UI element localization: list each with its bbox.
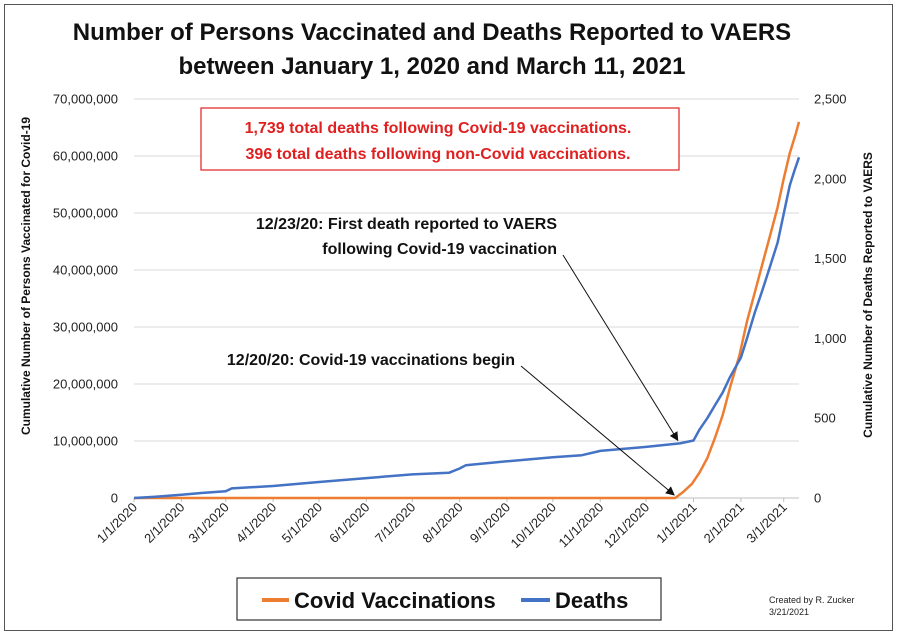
chart-frame: [4, 4, 893, 631]
totals-note-line2: 396 total deaths following non-Covid vac…: [246, 146, 631, 163]
x-tick-label: 2/1/2021: [701, 500, 747, 546]
right-tick-label: 2,500: [814, 92, 847, 107]
right-axis-ticks: 0 500 1,000 1,500 2,000 2,500: [814, 92, 847, 506]
first-death-annotation-line1: 12/23/20: First death reported to VAERS: [256, 216, 557, 233]
totals-note-line1: 1,739 total deaths following Covid-19 va…: [245, 120, 632, 137]
x-tick-label: 3/1/2021: [743, 500, 789, 546]
left-axis-ticks: 0 10,000,000 20,000,000 30,000,000 40,000,00…: [53, 92, 118, 506]
chart-title-line2: between January 1, 2020 and March 11, 20…: [179, 53, 686, 80]
left-tick-label: 60,000,000: [53, 149, 118, 164]
series-layer: [133, 121, 801, 500]
chart-title-line1: Number of Persons Vaccinated and Deaths …: [73, 19, 791, 46]
credit-line1: Created by R. Zucker: [769, 595, 855, 605]
x-tick-label: 12/1/2020: [601, 500, 653, 552]
left-tick-label: 70,000,000: [53, 92, 118, 107]
right-tick-label: 1,500: [814, 251, 847, 266]
left-tick-label: 40,000,000: [53, 263, 118, 278]
left-axis-title: Cumulative Number of Persons Vaccinated …: [19, 117, 33, 435]
right-tick-label: 500: [814, 411, 836, 426]
series-line-covid-vaccinations: [134, 121, 801, 500]
legend-box: [236, 577, 662, 621]
x-tick-label: 9/1/2020: [467, 500, 513, 546]
left-tick-label: 0: [111, 491, 118, 506]
x-tick-label: 1/1/2020: [94, 500, 140, 546]
x-tick-label: 3/1/2020: [185, 500, 231, 546]
first-death-annotation-line2: following Covid-19 vaccination: [322, 241, 557, 258]
left-tick-label: 50,000,000: [53, 206, 118, 221]
x-tick-label: 2/1/2020: [141, 500, 187, 546]
legend-label-covid-vaccinations: Covid Vaccinations: [294, 588, 496, 613]
x-tick-label: 4/1/2020: [233, 500, 279, 546]
legend-label-deaths: Deaths: [555, 588, 628, 613]
left-tick-label: 30,000,000: [53, 320, 118, 335]
right-tick-label: 0: [814, 491, 821, 506]
right-tick-label: 2,000: [814, 171, 847, 186]
x-tick-label: 7/1/2020: [372, 500, 418, 546]
x-tick-label: 1/1/2021: [653, 500, 699, 546]
left-tick-label: 10,000,000: [53, 434, 118, 449]
totals-note-box: [200, 107, 680, 171]
vaccinations-begin-annotation: 12/20/20: Covid-19 vaccinations begin: [227, 352, 515, 369]
x-tick-label: 8/1/2020: [419, 500, 465, 546]
right-axis-title: Cumulative Number of Deaths Reported to …: [861, 152, 875, 438]
vaccinations-begin-arrow: [520, 365, 675, 496]
x-tick-label: 10/1/2020: [507, 500, 559, 552]
x-tick-label: 6/1/2020: [326, 500, 372, 546]
credit-line2: 3/21/2021: [769, 607, 809, 617]
left-tick-label: 20,000,000: [53, 377, 118, 392]
first-death-arrow: [562, 254, 679, 442]
series-line-deaths: [133, 156, 801, 500]
x-tick-label: 5/1/2020: [279, 500, 325, 546]
right-tick-label: 1,000: [814, 331, 847, 346]
x-tick-label: 11/1/2020: [556, 500, 607, 551]
